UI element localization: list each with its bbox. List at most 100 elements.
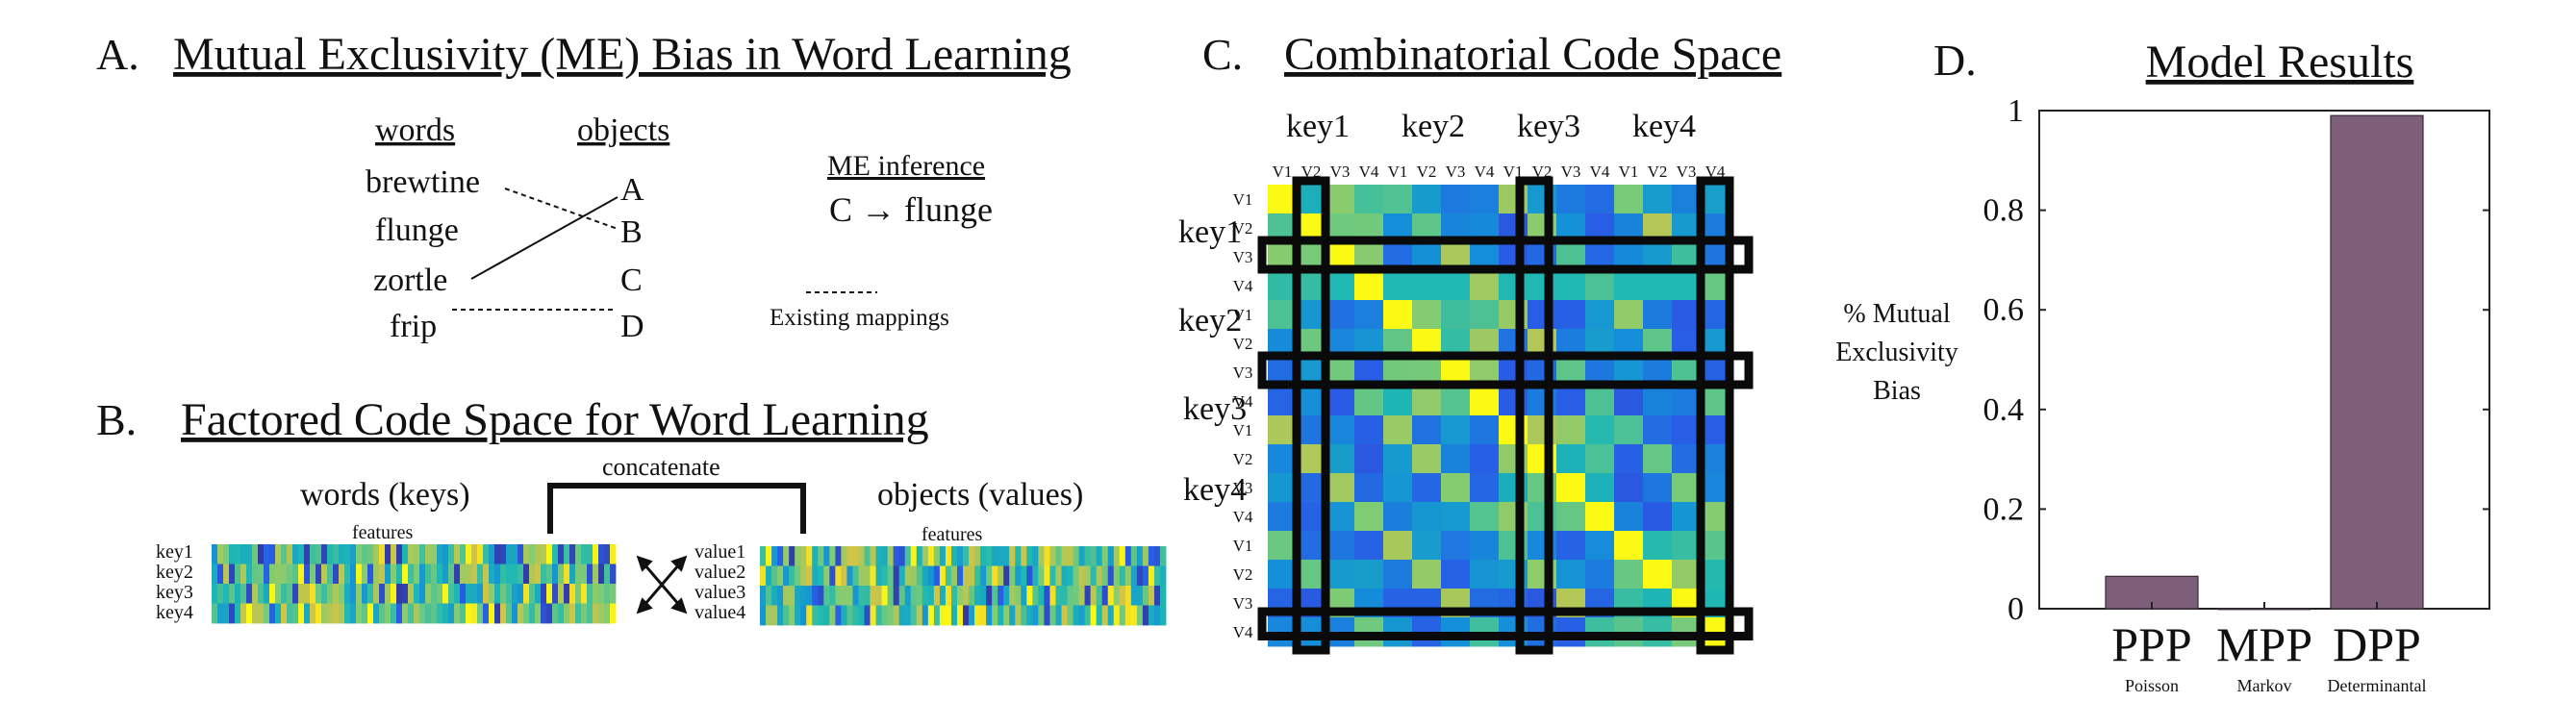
code-matrix-cell	[1354, 473, 1384, 503]
code-matrix-cell	[1701, 300, 1730, 330]
code-matrix-cell	[1643, 271, 1673, 301]
code-matrix-cell	[1470, 502, 1500, 532]
value-feature-cell	[760, 586, 767, 606]
value-feature-cell	[766, 605, 772, 626]
key-feature-cell	[327, 544, 334, 564]
key-feature-cell	[269, 544, 276, 564]
value-feature-cell	[969, 565, 975, 587]
value-feature-cell	[1003, 605, 1010, 626]
key-feature-cell	[454, 544, 461, 564]
row-value-label: V1	[1233, 306, 1253, 324]
row-value-label: V2	[1233, 565, 1253, 584]
chart-xlabels: PPP Poisson MPP Markov DPP Determinantal	[2111, 602, 2426, 695]
key-feature-cell	[558, 564, 565, 585]
value-feature-cell	[950, 546, 958, 566]
value-feature-cell	[852, 565, 859, 587]
key-feature-cell	[471, 584, 478, 604]
value-feature-cell	[1101, 546, 1109, 566]
key-feature-cell	[339, 544, 345, 564]
key-feature-cell	[350, 603, 357, 624]
code-matrix-cell	[1383, 387, 1413, 416]
value-feature-cell	[922, 605, 929, 626]
key-feature-cell	[292, 544, 299, 564]
value-feature-cell	[998, 605, 1004, 626]
code-matrix-cell	[1354, 560, 1384, 589]
value-feature-cell	[1026, 565, 1033, 587]
key-feature-cell	[431, 564, 438, 585]
value-feature-cell	[841, 605, 847, 626]
word-zortle: zortle	[373, 263, 447, 298]
value-feature-cell	[870, 546, 876, 566]
key-feature-cell	[396, 564, 403, 585]
value-feature-cell	[922, 586, 929, 606]
value-feature-cell	[1038, 546, 1045, 566]
value-feature-cell	[800, 586, 807, 606]
key-feature-cell	[414, 584, 420, 604]
code-matrix-cell	[1585, 531, 1615, 561]
row-key-label-2: key2	[1178, 303, 1242, 338]
value-feature-cell	[800, 546, 807, 566]
value-feature-cell	[777, 586, 784, 606]
y-tick-label: 0.6	[1983, 292, 2025, 328]
code-matrix-cell	[1441, 444, 1471, 474]
col-key-label-1: key1	[1286, 109, 1350, 144]
panel-d: D. Model Results % Mutual Exclusivity Bi…	[1835, 36, 2490, 695]
value-feature-cell	[800, 605, 807, 626]
code-matrix-cell	[1412, 444, 1442, 474]
key-feature-cell	[581, 584, 588, 604]
key-feature-cell	[466, 603, 472, 624]
code-matrix-cell	[1614, 271, 1644, 301]
value-feature-cell	[939, 565, 947, 587]
key-feature-cell	[287, 584, 293, 604]
value-feature-cell	[939, 605, 947, 626]
word-brewtine: brewtine	[366, 164, 480, 200]
key-feature-cell	[489, 603, 495, 624]
word-flunge: flunge	[375, 213, 459, 248]
key-feature-cell	[217, 603, 224, 624]
code-matrix-cell	[1470, 560, 1500, 589]
key-feature-cell	[425, 603, 432, 624]
value-feature-cell	[1142, 605, 1149, 626]
value-feature-cell	[835, 586, 842, 606]
key-feature-cell	[339, 564, 345, 585]
key-feature-cell	[460, 544, 467, 564]
key-feature-cell	[535, 544, 542, 564]
code-matrix-cell	[1441, 300, 1471, 330]
key-feature-cell	[339, 603, 345, 624]
key-feature-cell	[316, 584, 322, 604]
code-matrix-cell	[1354, 185, 1384, 214]
col-value-label: V3	[1561, 163, 1581, 181]
value-feature-cell	[1049, 565, 1056, 587]
key-feature-cell	[304, 584, 311, 604]
panel-b: B. Factored Code Space for Word Learning…	[96, 394, 1167, 626]
key-feature-cell	[316, 603, 322, 624]
code-matrix-cell	[1672, 271, 1702, 301]
value-feature-cell	[1044, 586, 1050, 606]
key-feature-cell	[535, 584, 542, 604]
code-matrix-cell	[1412, 531, 1442, 561]
key-feature-cell	[442, 564, 449, 585]
code-matrix-cell	[1672, 300, 1702, 330]
key-feature-cell	[581, 603, 588, 624]
code-matrix-cell	[1297, 531, 1326, 561]
value-feature-cell	[898, 546, 906, 566]
value-feature-cell	[1084, 565, 1092, 587]
code-matrix-cell	[1383, 560, 1413, 589]
key-feature-cell	[350, 584, 357, 604]
value-feature-cell	[1096, 586, 1103, 606]
key-feature-cell	[344, 603, 351, 624]
value-feature-cell	[1061, 605, 1068, 626]
value-feature-cell	[1021, 605, 1027, 626]
code-matrix-cell	[1354, 531, 1384, 561]
value-feature-cell	[1026, 546, 1033, 566]
key-feature-cell	[240, 544, 247, 564]
code-matrix-cell	[1585, 444, 1615, 474]
code-matrix-cell	[1643, 387, 1673, 416]
value-feature-cell	[783, 565, 790, 587]
y-tick-label: 0.8	[1983, 193, 2025, 229]
col-value-label: V1	[1273, 163, 1293, 181]
code-matrix-cell	[1672, 502, 1702, 532]
code-matrix-cell	[1701, 473, 1730, 503]
highlight-box	[1515, 176, 1553, 655]
key-feature-cell	[587, 564, 593, 585]
